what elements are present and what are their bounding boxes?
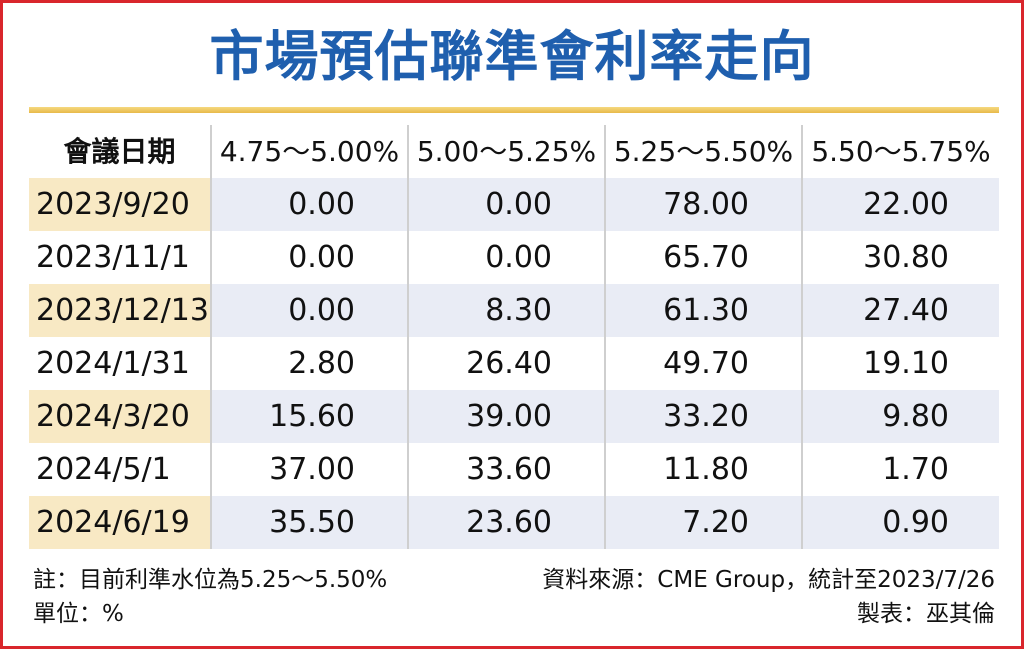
table-row: 2024/6/19 35.50 23.60 7.20 0.90 (29, 496, 999, 549)
footnotes: 註：目前利準水位為5.25～5.50% 資料來源：CME Group，統計至20… (33, 563, 995, 631)
current-rate-note: 註：目前利準水位為5.25～5.50% (33, 567, 388, 593)
probability-cell: 30.80 (801, 231, 999, 284)
meeting-date-cell: 2024/3/20 (29, 390, 210, 443)
rate-probability-table: 會議日期 4.75～5.00% 5.00～5.25% 5.25～5.50% 5.… (29, 125, 999, 549)
table-row: 2023/12/13 0.00 8.30 61.30 27.40 (29, 284, 999, 337)
probability-cell: 0.00 (407, 178, 604, 231)
table-row: 2024/3/20 15.60 39.00 33.20 9.80 (29, 390, 999, 443)
probability-cell: 22.00 (801, 178, 999, 231)
probability-cell: 33.60 (407, 443, 604, 496)
probability-cell: 23.60 (407, 496, 604, 549)
probability-cell: 61.30 (604, 284, 801, 337)
meeting-date-cell: 2024/5/1 (36, 452, 171, 487)
probability-cell: 19.10 (801, 337, 999, 390)
footnote-line: 註：目前利準水位為5.25～5.50% 資料來源：CME Group，統計至20… (33, 563, 995, 597)
footnote-line: 單位：% 製表：巫其倫 (33, 597, 995, 631)
probability-cell: 65.70 (604, 231, 801, 284)
header-range-500-525: 5.00～5.25% (407, 125, 604, 178)
probability-cell: 0.00 (210, 178, 407, 231)
meeting-date-cell: 2023/9/20 (29, 178, 210, 231)
probability-cell: 15.60 (210, 390, 407, 443)
unit-note: 單位：% (33, 601, 124, 627)
probability-cell: 37.00 (210, 443, 407, 496)
title-divider (29, 107, 999, 113)
probability-cell: 78.00 (604, 178, 801, 231)
probability-cell: 0.90 (801, 496, 999, 549)
meeting-date-cell: 2024/1/31 (36, 346, 190, 381)
probability-cell: 0.00 (407, 231, 604, 284)
page-title: 市場預估聯準會利率走向 (209, 25, 815, 88)
probability-cell: 9.80 (801, 390, 999, 443)
table-row: 2024/5/1 37.00 33.60 11.80 1.70 (29, 443, 999, 496)
table-row: 2023/11/1 0.00 0.00 65.70 30.80 (29, 231, 999, 284)
probability-cell: 33.20 (604, 390, 801, 443)
probability-cell: 39.00 (407, 390, 604, 443)
meeting-date-cell: 2024/6/19 (29, 496, 210, 549)
probability-cell: 0.00 (210, 231, 407, 284)
probability-cell: 11.80 (604, 443, 801, 496)
header-range-525-550: 5.25～5.50% (604, 125, 801, 178)
probability-cell: 2.80 (210, 337, 407, 390)
probability-cell: 26.40 (407, 337, 604, 390)
header-meeting-date: 會議日期 (63, 135, 176, 168)
data-source: 資料來源：CME Group，統計至2023/7/26 (542, 567, 995, 593)
table-row: 2024/1/31 2.80 26.40 49.70 19.10 (29, 337, 999, 390)
header-range-475-500: 4.75～5.00% (210, 125, 407, 178)
meeting-date-cell: 2023/11/1 (36, 240, 190, 275)
probability-cell: 27.40 (801, 284, 999, 337)
table-header-row: 會議日期 4.75～5.00% 5.00～5.25% 5.25～5.50% 5.… (29, 125, 999, 178)
probability-cell: 0.00 (210, 284, 407, 337)
author-credit: 製表：巫其倫 (857, 601, 995, 627)
probability-cell: 7.20 (604, 496, 801, 549)
probability-cell: 1.70 (801, 443, 999, 496)
probability-cell: 8.30 (407, 284, 604, 337)
meeting-date-cell: 2023/12/13 (29, 284, 210, 337)
probability-cell: 49.70 (604, 337, 801, 390)
probability-cell: 35.50 (210, 496, 407, 549)
table-row: 2023/9/20 0.00 0.00 78.00 22.00 (29, 178, 999, 231)
header-range-550-575: 5.50～5.75% (801, 125, 999, 178)
